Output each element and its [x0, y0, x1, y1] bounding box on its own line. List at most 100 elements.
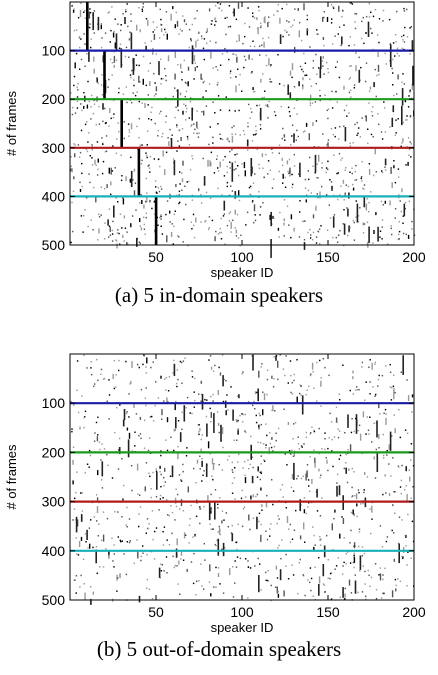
data-point	[299, 558, 301, 561]
data-point	[181, 189, 183, 191]
data-point	[89, 11, 92, 14]
data-point	[141, 10, 144, 12]
data-point	[153, 200, 156, 202]
data-point	[115, 386, 117, 388]
data-point	[396, 52, 399, 55]
data-point	[111, 6, 113, 8]
data-point	[259, 214, 261, 216]
data-point	[188, 180, 190, 183]
data-point	[390, 227, 392, 230]
data-point	[410, 497, 412, 499]
data-point	[272, 386, 275, 388]
data-point	[146, 144, 148, 146]
data-point	[238, 199, 241, 202]
data-point	[142, 6, 144, 8]
data-point	[149, 475, 151, 478]
data-streak	[376, 420, 378, 438]
data-point	[391, 182, 393, 189]
data-point	[77, 411, 80, 414]
data-point	[365, 381, 367, 383]
data-point	[181, 361, 183, 364]
data-point	[395, 132, 397, 134]
data-point	[236, 556, 239, 558]
data-point	[151, 207, 153, 210]
data-point	[364, 570, 366, 573]
data-point	[89, 155, 91, 157]
data-point	[139, 202, 141, 204]
data-streak	[136, 238, 138, 247]
data-point	[117, 511, 119, 513]
data-point	[357, 591, 359, 594]
data-point	[75, 575, 78, 577]
data-point	[92, 546, 94, 549]
data-point	[88, 173, 90, 175]
data-point	[170, 505, 172, 507]
data-point	[73, 75, 76, 78]
data-point	[356, 121, 358, 124]
data-point	[158, 509, 160, 511]
data-point	[185, 104, 187, 107]
data-streak	[347, 208, 349, 217]
data-point	[154, 530, 156, 533]
data-point	[282, 496, 284, 498]
data-point	[348, 469, 350, 471]
data-point	[189, 518, 191, 520]
data-point	[154, 404, 156, 407]
data-point	[361, 20, 363, 23]
data-streak	[208, 502, 211, 521]
data-point	[175, 106, 177, 108]
data-point	[327, 139, 330, 141]
data-point	[139, 29, 141, 33]
data-point	[313, 429, 315, 432]
data-point	[318, 228, 321, 230]
data-point	[281, 539, 283, 541]
data-point	[164, 481, 166, 483]
data-point	[123, 121, 125, 123]
data-point	[90, 118, 92, 120]
data-point	[396, 47, 399, 50]
data-point	[77, 83, 79, 85]
data-point	[229, 211, 232, 213]
data-point	[336, 473, 339, 476]
data-point	[194, 533, 196, 536]
data-point	[205, 90, 207, 92]
data-point	[210, 51, 212, 59]
data-point	[282, 368, 285, 370]
data-point	[71, 168, 73, 173]
data-streak	[113, 205, 115, 218]
data-point	[319, 89, 321, 92]
data-point	[176, 385, 178, 388]
data-point	[82, 231, 84, 233]
data-point	[393, 392, 395, 400]
data-point	[219, 533, 221, 536]
data-point	[329, 577, 331, 580]
data-point	[158, 112, 161, 115]
data-point	[113, 566, 115, 568]
data-point	[324, 448, 326, 451]
data-point	[210, 412, 212, 418]
data-point	[109, 108, 111, 113]
data-point	[104, 107, 106, 110]
data-point	[123, 240, 125, 242]
data-point	[403, 488, 406, 491]
data-point	[80, 2, 82, 4]
data-point	[186, 568, 188, 572]
data-point	[103, 448, 106, 450]
data-point	[90, 38, 92, 40]
data-point	[307, 189, 310, 192]
data-point	[345, 462, 347, 464]
data-point	[111, 240, 114, 242]
data-point	[270, 584, 272, 587]
data-streak	[299, 499, 301, 512]
data-point	[166, 539, 168, 541]
data-point	[412, 486, 414, 488]
data-point	[97, 239, 99, 241]
data-point	[156, 26, 158, 29]
data-point	[153, 158, 155, 160]
data-point	[190, 38, 192, 40]
data-point	[115, 240, 118, 242]
data-point	[210, 421, 212, 423]
data-point	[287, 170, 289, 173]
data-point	[133, 562, 135, 565]
data-point	[74, 579, 76, 581]
